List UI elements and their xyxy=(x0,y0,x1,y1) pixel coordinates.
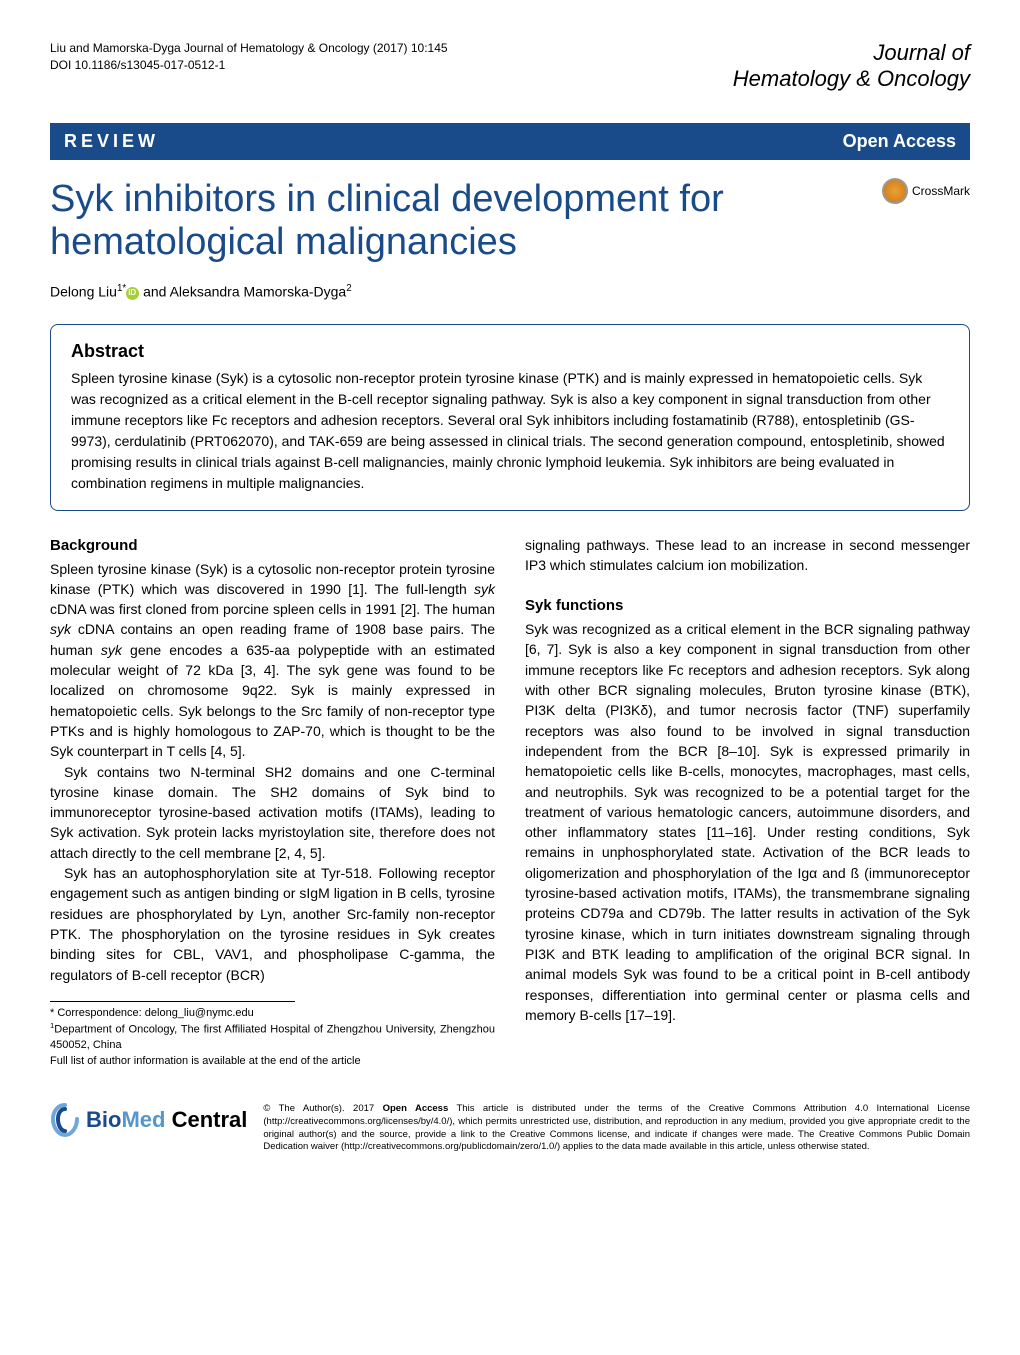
correspondence-block: * Correspondence: delong_liu@nymc.edu 1D… xyxy=(50,1006,495,1069)
doi-line: DOI 10.1186/s13045-017-0512-1 xyxy=(50,57,448,74)
review-bar: REVIEW Open Access xyxy=(50,123,970,160)
abstract-box: Abstract Spleen tyrosine kinase (Syk) is… xyxy=(50,324,970,511)
footer-divider xyxy=(50,1001,295,1002)
paragraph: Syk contains two N-terminal SH2 domains … xyxy=(50,762,495,863)
authors-line: Delong Liu1* and Aleksandra Mamorska-Dyg… xyxy=(50,283,970,300)
license-text: © The Author(s). 2017 Open Access This a… xyxy=(263,1103,970,1154)
title-row: Syk inhibitors in clinical development f… xyxy=(50,178,970,265)
journal-logo: Journal of Hematology & Oncology xyxy=(733,40,970,93)
section-heading-background: Background xyxy=(50,535,495,557)
author-name: Aleksandra Mamorska-Dyga xyxy=(170,284,347,300)
bmc-bio: Bio xyxy=(86,1107,121,1132)
left-column: Background Spleen tyrosine kinase (Syk) … xyxy=(50,535,495,1069)
affiliation-text: Department of Oncology, The first Affili… xyxy=(50,1024,495,1051)
biomedcentral-logo: BioMed Central xyxy=(50,1103,247,1137)
syk-functions-block: Syk functions Syk was recognized as a cr… xyxy=(525,595,970,1025)
license-openaccess-bold: Open Access xyxy=(383,1103,449,1114)
text-run: cDNA was first cloned from porcine splee… xyxy=(50,601,495,617)
page-header: Liu and Mamorska-Dyga Journal of Hematol… xyxy=(50,40,970,93)
correspondence-email: * Correspondence: delong_liu@nymc.edu xyxy=(50,1006,495,1021)
orcid-icon[interactable] xyxy=(126,287,139,300)
crossmark-badge[interactable]: CrossMark xyxy=(882,178,970,204)
citation-line: Liu and Mamorska-Dyga Journal of Hematol… xyxy=(50,40,448,57)
author-name: Delong Liu xyxy=(50,284,117,300)
citation-block: Liu and Mamorska-Dyga Journal of Hematol… xyxy=(50,40,448,74)
author-affiliation-sup: 1* xyxy=(117,283,126,294)
italic-term: syk xyxy=(474,581,495,597)
license-copyright: © The Author(s). 2017 xyxy=(263,1103,382,1114)
bmc-med: Med xyxy=(121,1107,165,1132)
right-column: signaling pathways. These lead to an inc… xyxy=(525,535,970,1069)
paragraph-continuation: signaling pathways. These lead to an inc… xyxy=(525,535,970,576)
italic-term: syk xyxy=(101,642,122,658)
paragraph: Syk has an autophosphorylation site at T… xyxy=(50,863,495,985)
abstract-heading: Abstract xyxy=(71,341,949,362)
paragraph: Syk was recognized as a critical element… xyxy=(525,619,970,1025)
text-run: gene encodes a 635-aa polypeptide with a… xyxy=(50,642,495,759)
abstract-text: Spleen tyrosine kinase (Syk) is a cytoso… xyxy=(71,368,949,494)
review-label: REVIEW xyxy=(64,131,159,152)
crossmark-icon xyxy=(882,178,908,204)
author-and: and xyxy=(139,284,169,300)
biomedcentral-icon xyxy=(50,1103,80,1137)
journal-name-line1: Journal of xyxy=(733,40,970,66)
open-access-label: Open Access xyxy=(843,131,956,152)
correspondence-affiliation: 1Department of Oncology, The first Affil… xyxy=(50,1021,495,1053)
section-heading-syk-functions: Syk functions xyxy=(525,595,970,617)
article-title: Syk inhibitors in clinical development f… xyxy=(50,178,882,265)
italic-term: syk xyxy=(50,621,71,637)
author-affiliation-sup: 2 xyxy=(346,283,351,294)
bmc-text: BioMed Central xyxy=(86,1107,247,1133)
paragraph: Spleen tyrosine kinase (Syk) is a cytoso… xyxy=(50,559,495,762)
bmc-central: Central xyxy=(165,1107,247,1132)
correspondence-fulllist: Full list of author information is avail… xyxy=(50,1054,495,1069)
crossmark-label: CrossMark xyxy=(912,184,970,198)
journal-name-line2: Hematology & Oncology xyxy=(733,66,970,92)
body-columns: Background Spleen tyrosine kinase (Syk) … xyxy=(50,535,970,1069)
license-row: BioMed Central © The Author(s). 2017 Ope… xyxy=(50,1093,970,1154)
text-run: Spleen tyrosine kinase (Syk) is a cytoso… xyxy=(50,561,495,597)
